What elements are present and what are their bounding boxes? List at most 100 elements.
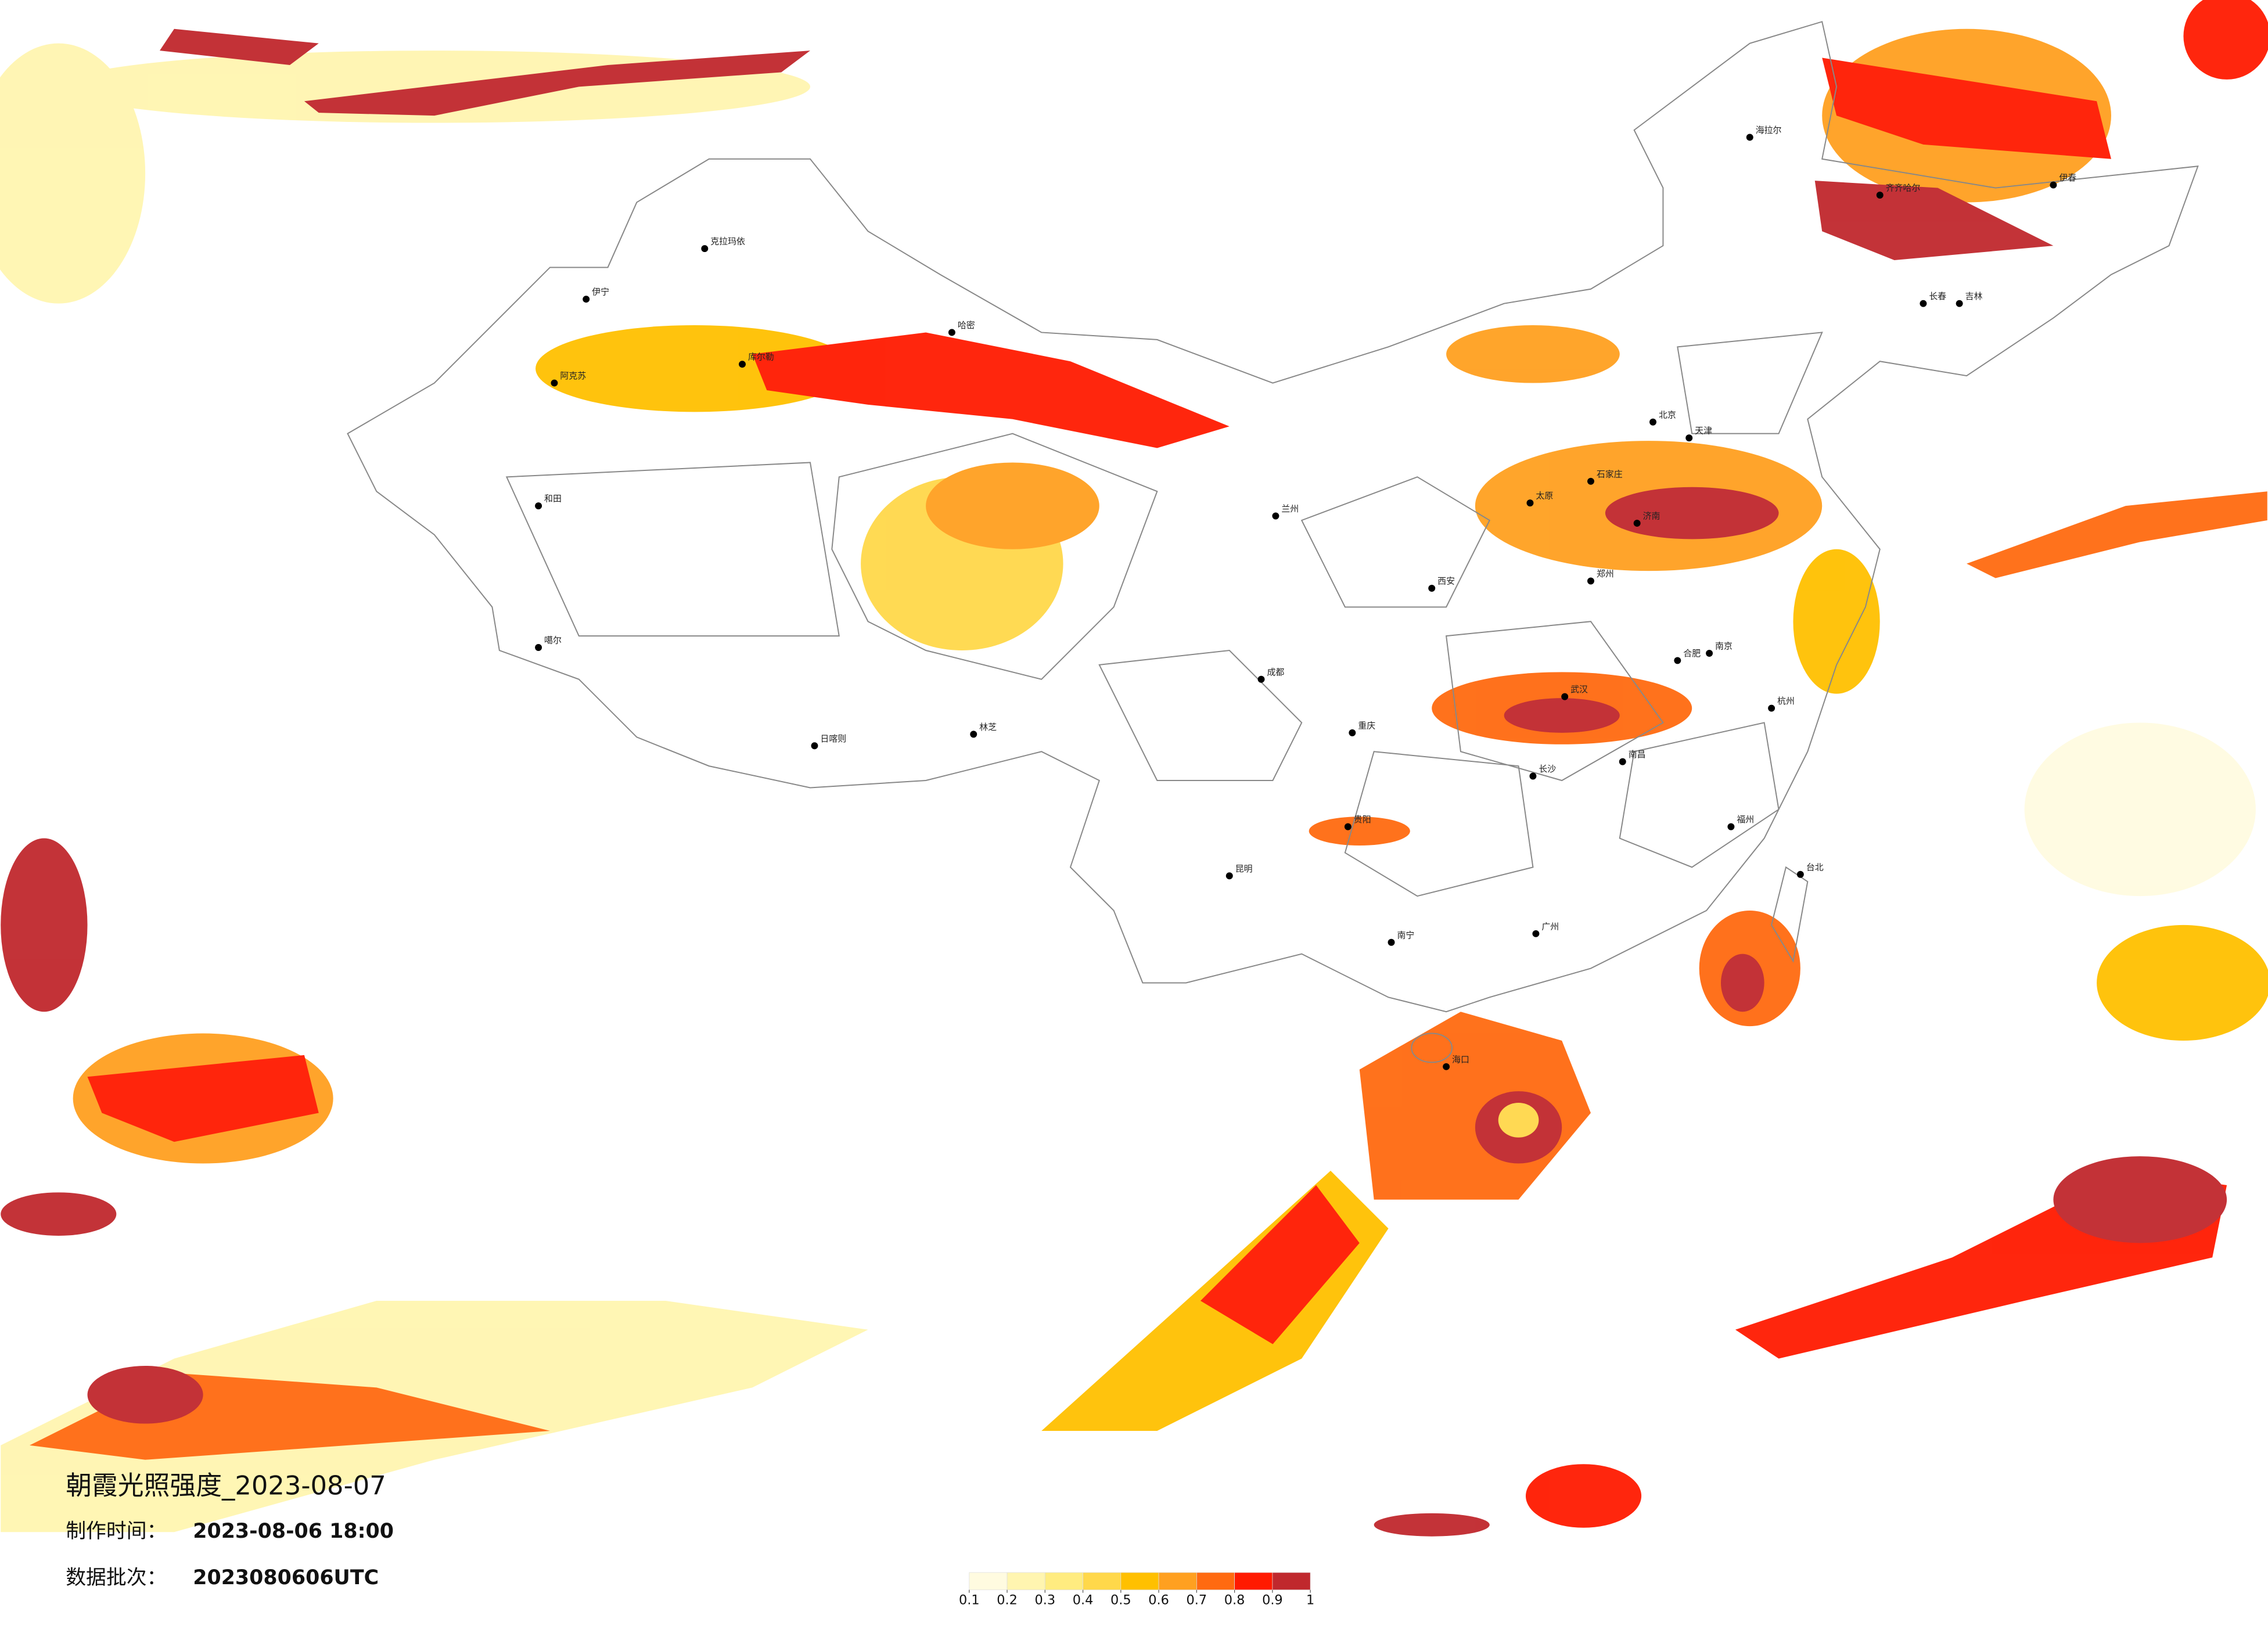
city-label: 林芝 [979,722,997,732]
city-dot [1768,704,1775,712]
city-dot [535,502,542,510]
city-label: 杭州 [1777,696,1795,706]
city-label: 济南 [1643,511,1660,521]
city-dot [1587,477,1594,485]
city-dot [1225,872,1233,880]
title: 朝霞光照强度_2023-08-07 [66,1470,386,1501]
city-dot [811,742,818,750]
city-dot [1796,870,1804,878]
city-dot [1529,772,1537,780]
province-border [831,433,1158,680]
batch: 2023080606UTC [193,1566,379,1589]
city-label: 北京 [1659,409,1676,420]
legend-tick-label: 0.1 [959,1593,980,1608]
legend-swatch [1234,1572,1273,1591]
city-dot [948,329,955,336]
city-dot [1561,693,1569,700]
city-label: 南昌 [1629,749,1646,760]
city-dot [583,296,590,303]
hainan-border [1411,1033,1453,1063]
intensity-field [0,0,2268,1537]
legend-tick-label: 0.9 [1262,1593,1283,1608]
city-dot [701,245,709,253]
city-label: 西安 [1437,576,1455,587]
city-dot [1349,729,1356,736]
province-border [505,332,1823,897]
legend-swatch [1196,1572,1235,1591]
legend-tick-label: 0.8 [1224,1593,1245,1608]
city-label: 齐齐哈尔 [1886,183,1921,193]
city-label: 台北 [1806,862,1824,872]
batch-label: 数据批次： [66,1566,167,1589]
legend-tick-label: 0.3 [1034,1593,1055,1608]
city-label: 噶尔 [544,635,562,646]
city-dot [1428,585,1436,592]
legend-tick-label: 1 [1306,1593,1314,1608]
city-dot [1619,758,1626,765]
city-label: 兰州 [1281,503,1299,514]
city-label: 武汉 [1570,684,1588,695]
city-label: 天津 [1695,426,1712,436]
city-label: 郑州 [1597,569,1614,579]
legend-swatch [1272,1572,1311,1591]
city-label: 昆明 [1235,864,1253,874]
city-dot [1674,657,1681,664]
legend-swatch [1007,1572,1045,1591]
city-label: 南京 [1715,641,1733,652]
country-border [347,21,2199,1013]
city-label: 克拉玛依 [710,236,745,247]
legend-swatch [969,1572,1008,1591]
city-dot [1746,134,1753,141]
city-dot [1876,192,1884,199]
legend-swatch [1120,1572,1159,1591]
city-label: 太原 [1536,491,1553,501]
legend-tick-label: 0.2 [997,1593,1018,1608]
borders [347,21,2199,1063]
city-dot [1443,1063,1450,1070]
city-dot [1649,418,1656,426]
city-label: 伊春 [2059,172,2076,183]
city-label: 长沙 [1539,764,1556,774]
city-label: 和田 [544,494,562,504]
city-label: 海拉尔 [1756,125,1782,135]
city-dot [739,361,746,368]
city-label: 长春 [1929,291,1946,301]
city-dot [535,644,542,651]
city-label: 南宁 [1397,930,1414,940]
legend-tick-label: 0.5 [1110,1593,1131,1608]
city-label: 重庆 [1358,720,1375,731]
city-dot [1727,823,1735,830]
legend-tick-label: 0.6 [1148,1593,1169,1608]
made-label: 制作时间： [66,1520,167,1543]
city-label: 海口 [1452,1054,1469,1064]
legend-swatch [1158,1572,1197,1591]
city-label: 吉林 [1965,291,1983,301]
city-label: 库尔勒 [748,352,774,362]
city-dot [1526,499,1534,507]
city-label: 阿克苏 [560,370,586,381]
legend-tick-label: 0.7 [1187,1593,1207,1608]
city-dot [551,379,558,387]
city-dot [1388,938,1395,946]
city-dot [1685,434,1693,442]
city-label: 伊宁 [592,287,609,297]
city-label: 日喀则 [820,733,846,744]
city-dot [1706,650,1713,657]
made-time: 2023-08-06 18:00 [193,1520,394,1543]
city-label: 成都 [1267,667,1284,677]
city-label: 广州 [1541,921,1559,931]
legend: 0.1 0.2 0.3 0.4 0.5 0.6 0.7 0.8 0.9 1 [959,1572,1314,1608]
city-dot [1272,512,1279,520]
city-dot [1587,577,1594,585]
city-dot [1920,300,1927,307]
city-dot [1257,675,1265,683]
city-label: 合肥 [1683,648,1701,659]
city-label: 福州 [1737,814,1754,825]
city-label: 石家庄 [1597,469,1623,479]
legend-tick-label: 0.4 [1073,1593,1094,1608]
city-label: 哈密 [958,320,975,330]
city-label: 贵阳 [1354,814,1371,825]
